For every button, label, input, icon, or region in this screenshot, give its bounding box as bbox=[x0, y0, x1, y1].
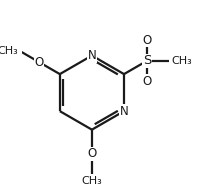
Text: S: S bbox=[143, 54, 151, 67]
Text: CH₃: CH₃ bbox=[171, 56, 192, 66]
Text: N: N bbox=[120, 105, 128, 118]
Text: O: O bbox=[143, 74, 152, 88]
Text: CH₃: CH₃ bbox=[81, 176, 102, 186]
Text: CH₃: CH₃ bbox=[0, 46, 18, 56]
Text: O: O bbox=[87, 147, 97, 160]
Text: N: N bbox=[87, 49, 96, 62]
Text: O: O bbox=[34, 56, 44, 69]
Text: O: O bbox=[143, 34, 152, 47]
